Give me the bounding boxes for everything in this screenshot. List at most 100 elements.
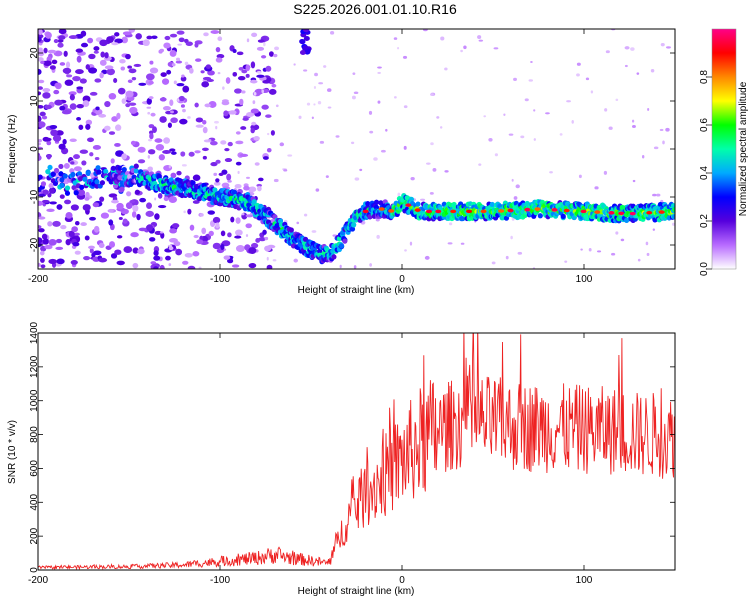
spectrogram-cell [256,74,265,78]
spectrogram-cell [187,208,192,215]
spectrogram-cell [58,163,64,170]
spectrogram-cell [163,164,173,172]
spectrogram-cell [108,92,117,100]
spectrogram-cell [221,182,230,188]
spectrogram-cell [129,106,138,114]
spectrogram-cell [241,212,245,216]
spectrogram-cell [68,230,75,238]
spectrogram-y-tick-label: 10 [29,95,40,107]
spectrogram-cell [274,46,280,51]
spectrogram-cell [250,79,258,84]
spectrogram-cell [610,252,616,256]
snr-x-label: Height of straight line (km) [298,586,415,597]
spectrogram-cell [351,141,355,145]
spectrogram-cell [127,65,132,69]
spectrogram-cell [630,47,635,51]
spectrogram-cell [652,228,656,231]
spectrogram-cell [551,208,558,212]
spectrogram-cell [195,124,204,128]
spectrogram-cell [38,225,42,229]
spectrogram-cell [121,98,127,104]
spectrogram-cell [68,35,78,40]
spectrogram-cell [50,129,58,137]
spectrogram-cell [603,170,608,175]
spectrogram-cell [41,199,50,204]
spectrogram-cell [70,259,78,265]
spectrogram-cell [71,226,78,233]
colorbar-ticks: 0.0 0.2 0.4 0.6 0.8 [699,70,712,276]
spectrogram-cell [114,249,122,255]
spectrogram-cell [85,191,90,198]
spectrogram-cell [80,30,87,37]
spectrogram-cell [38,47,43,51]
spectrogram-cell [114,32,120,37]
spectrogram-cell [169,49,177,57]
spectrogram-cell [132,247,139,254]
spectrogram-cell [585,77,590,81]
spectrogram-cell [59,105,66,111]
spectrogram-cell [70,204,79,211]
snr-y-ticks: 0 200 400 600 800 1000 1200 1400 [29,321,675,573]
spectrogram-cell [672,214,675,220]
spectrogram-cell [146,202,152,210]
spectrogram-cell [220,230,226,237]
spectrogram-cell [38,193,46,197]
spectrogram-cell [207,210,216,215]
spectrogram-cell [404,249,407,252]
spectrogram-cell [169,228,177,234]
spectrogram-cell [237,75,246,81]
spectrogram-cell [73,166,82,172]
spectrogram-cell [98,242,105,248]
spectrogram-cell [134,189,140,195]
spectrogram-cell [222,86,225,90]
spectrogram-cell [56,204,63,210]
spectrogram-cell [152,126,157,133]
spectrogram-cell [422,29,428,32]
spectrogram-cell [272,259,277,262]
spectrogram-cell [79,149,89,154]
spectrogram-cell [263,42,266,47]
spectrogram-cell [176,30,185,35]
spectrogram-cell [235,131,241,135]
spectrogram-cell [46,154,51,160]
spectrogram-cell [48,258,58,265]
spectrogram-cell [84,235,90,241]
spectrogram-cell [230,216,235,223]
spectrogram-cell [49,188,55,194]
spectrogram-cell [594,186,599,190]
spectrogram-cell [530,60,533,64]
spectrogram-cell [54,99,63,106]
spectrogram-cell [81,160,87,166]
spectrogram-cell [212,187,218,193]
spectrogram-cell [608,126,613,130]
spectrogram-cell [460,49,463,53]
spectrogram-cell [148,81,154,85]
spectrogram-cells [38,29,675,269]
spectrogram-cell [517,251,523,255]
spectrogram-cell [40,257,45,263]
spectrogram-cell [266,256,269,261]
spectrogram-cell [576,73,580,77]
spectrogram-cell [128,68,137,74]
spectrogram-cell [226,173,232,181]
spectrogram-cell [195,58,202,62]
spectrogram-cell [302,45,309,51]
spectrogram-cell [415,201,421,207]
spectrogram-cell [195,117,204,123]
spectrogram-cell [74,250,81,255]
spectrogram-cell [159,264,165,269]
spectrogram-cell [136,213,141,221]
spectrogram-cell [89,91,98,96]
spectrogram-cell [235,140,244,145]
spectrogram-cell [537,213,543,219]
spectrogram-cell [194,102,199,108]
spectrogram-cell [89,216,96,221]
spectrogram-cell [149,237,156,242]
colorbar-gradient [712,29,736,269]
spectrogram-cell [153,250,159,257]
spectrogram-cell [218,172,224,176]
spectrogram-cell [65,61,71,69]
spectrogram-cell [265,65,272,72]
spectrogram-cell [560,213,566,219]
spectrogram-cell [220,243,225,250]
